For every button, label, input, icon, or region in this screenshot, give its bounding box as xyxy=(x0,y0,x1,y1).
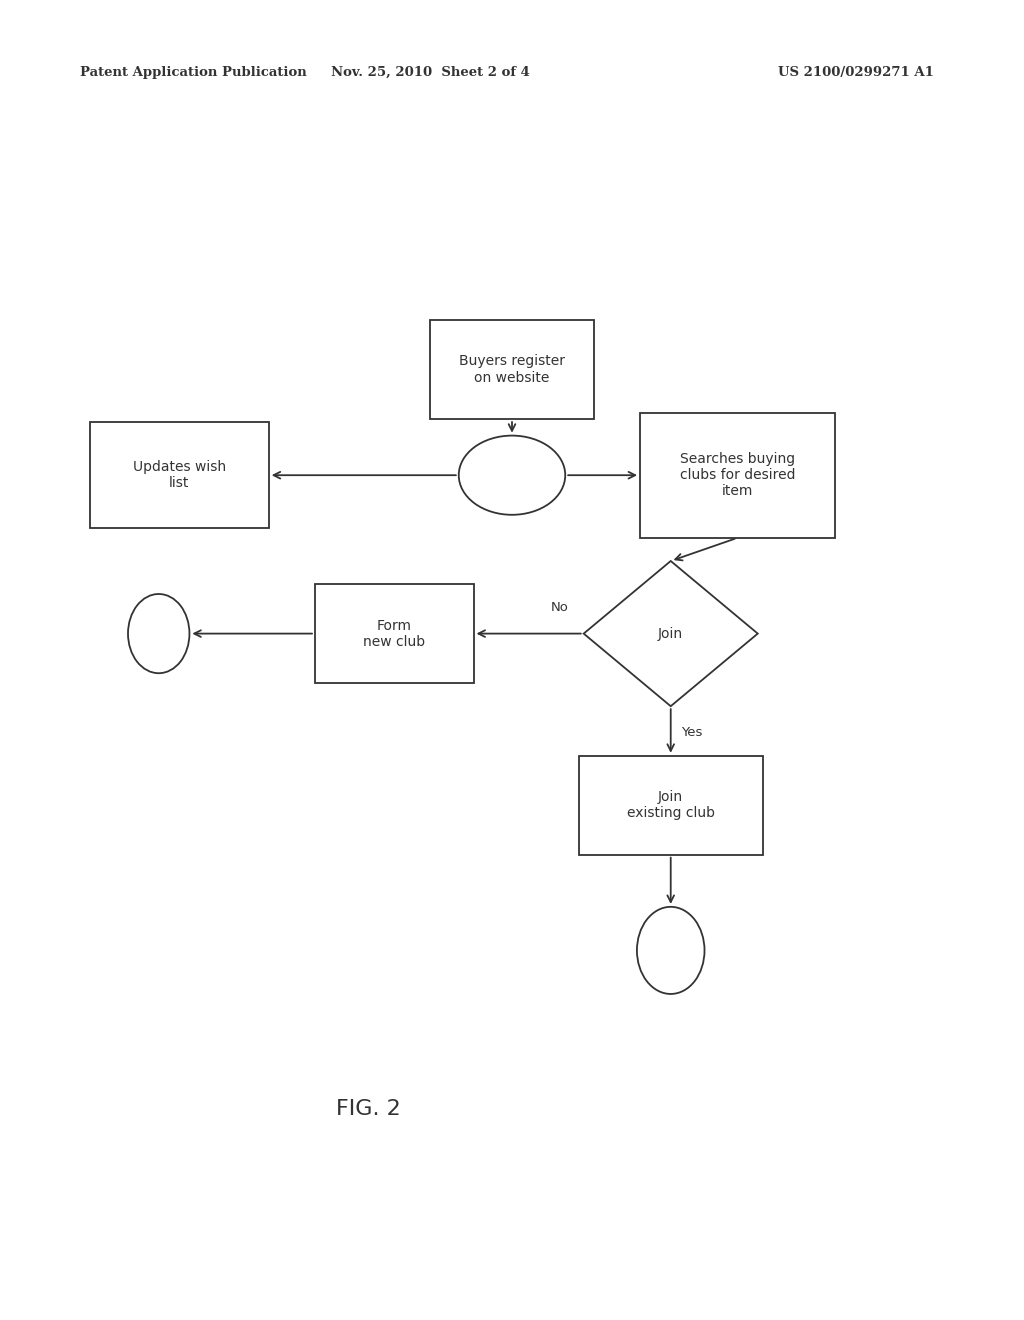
Text: Nov. 25, 2010  Sheet 2 of 4: Nov. 25, 2010 Sheet 2 of 4 xyxy=(331,66,529,79)
Text: Form
new club: Form new club xyxy=(364,619,425,648)
Text: Searches buying
clubs for desired
item: Searches buying clubs for desired item xyxy=(680,451,795,499)
Text: Patent Application Publication: Patent Application Publication xyxy=(80,66,306,79)
Text: FIG. 2: FIG. 2 xyxy=(336,1098,401,1119)
Polygon shape xyxy=(584,561,758,706)
Text: Buyers register
on website: Buyers register on website xyxy=(459,355,565,384)
Bar xyxy=(640,412,835,539)
Bar xyxy=(315,583,473,682)
Circle shape xyxy=(128,594,189,673)
Bar xyxy=(579,755,763,855)
Text: Updates wish
list: Updates wish list xyxy=(133,461,225,490)
Bar xyxy=(430,321,594,420)
Text: Join: Join xyxy=(658,627,683,640)
Text: Yes: Yes xyxy=(681,726,702,739)
Ellipse shape xyxy=(459,436,565,515)
Text: Join
existing club: Join existing club xyxy=(627,791,715,820)
Text: US 2100/0299271 A1: US 2100/0299271 A1 xyxy=(778,66,934,79)
Bar xyxy=(90,422,268,528)
Text: No: No xyxy=(551,601,568,614)
Circle shape xyxy=(637,907,705,994)
